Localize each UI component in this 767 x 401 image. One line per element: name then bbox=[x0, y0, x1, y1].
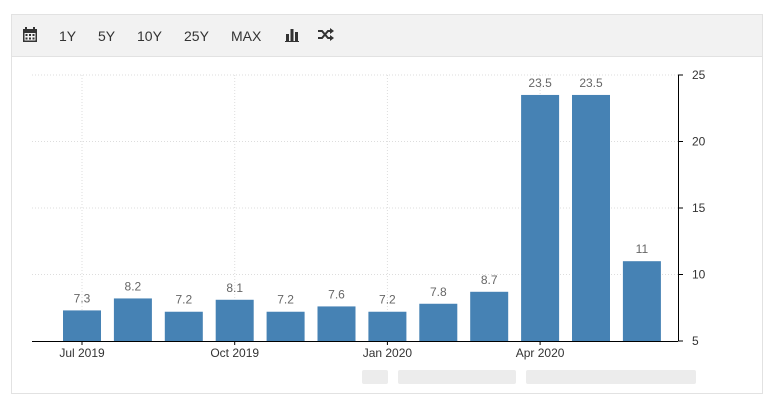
x-tick-label: Apr 2020 bbox=[516, 346, 565, 360]
range-25y-button[interactable]: 25Y bbox=[184, 28, 209, 44]
bar bbox=[63, 310, 101, 341]
bar bbox=[622, 261, 661, 341]
x-tick-label: Jul 2019 bbox=[59, 346, 105, 360]
bar-value-label: 8.1 bbox=[226, 281, 243, 295]
bar bbox=[266, 311, 305, 341]
chart-toolbar: 1Y 5Y 10Y 25Y MAX bbox=[12, 15, 762, 57]
bar-value-label: 7.2 bbox=[175, 293, 192, 307]
blurred-footer-text bbox=[526, 370, 696, 384]
range-5y-button[interactable]: 5Y bbox=[98, 28, 116, 44]
range-10y-button[interactable]: 10Y bbox=[137, 28, 162, 44]
bar-value-label: 7.3 bbox=[74, 291, 91, 305]
bar-value-label: 7.2 bbox=[379, 293, 396, 307]
bar-value-label: 8.2 bbox=[125, 279, 142, 293]
range-1y-button[interactable]: 1Y bbox=[59, 28, 77, 44]
shuffle-icon[interactable] bbox=[318, 28, 334, 46]
x-tick-label: Jan 2020 bbox=[363, 346, 413, 360]
bar bbox=[215, 299, 254, 341]
bar-value-label: 7.2 bbox=[277, 293, 294, 307]
bar bbox=[419, 303, 458, 341]
y-tick-label: 10 bbox=[692, 268, 706, 282]
blurred-footer-text bbox=[362, 370, 388, 384]
y-tick-label: 15 bbox=[692, 201, 706, 215]
bar bbox=[470, 291, 509, 341]
bar bbox=[521, 94, 560, 341]
bar bbox=[572, 94, 610, 341]
bar bbox=[317, 306, 356, 341]
y-tick-label: 5 bbox=[692, 334, 699, 348]
bar-value-label: 23.5 bbox=[579, 76, 603, 90]
y-tick-label: 20 bbox=[692, 135, 706, 149]
bar-value-label: 11 bbox=[636, 242, 649, 256]
y-tick-label: 25 bbox=[692, 68, 706, 82]
bar-value-label: 7.6 bbox=[328, 287, 345, 301]
bar-value-label: 8.7 bbox=[481, 273, 498, 287]
range-max-button[interactable]: MAX bbox=[231, 28, 262, 44]
bar-value-label: 7.8 bbox=[430, 285, 447, 299]
blurred-footer-text bbox=[398, 370, 516, 384]
bar bbox=[368, 311, 407, 341]
bar bbox=[164, 311, 203, 341]
bar-value-label: 23.5 bbox=[528, 76, 552, 90]
x-tick-label: Oct 2019 bbox=[210, 346, 259, 360]
bar bbox=[113, 298, 152, 341]
calendar-icon[interactable] bbox=[23, 27, 37, 47]
bar-chart-icon[interactable] bbox=[285, 28, 299, 47]
